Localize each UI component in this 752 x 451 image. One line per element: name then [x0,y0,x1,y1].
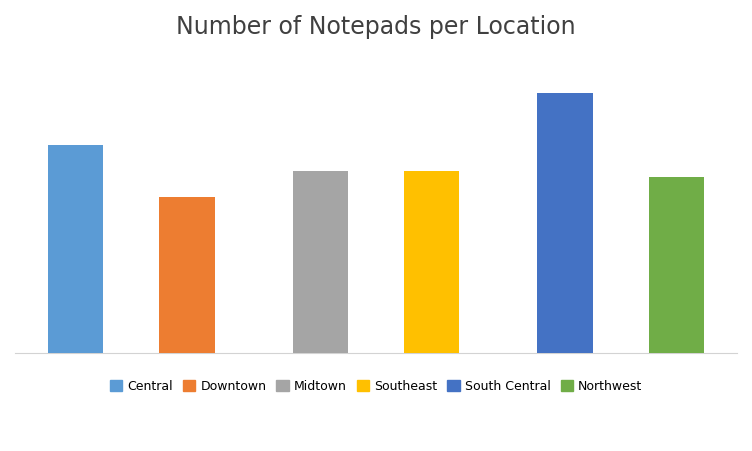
Bar [538,94,593,354]
Title: Number of Notepads per Location: Number of Notepads per Location [176,15,576,39]
Bar [48,146,104,354]
Bar [159,198,214,354]
Bar [648,178,704,354]
Bar [404,171,459,354]
Legend: Central, Downtown, Midtown, Southeast, South Central, Northwest: Central, Downtown, Midtown, Southeast, S… [105,375,647,397]
Bar [293,171,348,354]
